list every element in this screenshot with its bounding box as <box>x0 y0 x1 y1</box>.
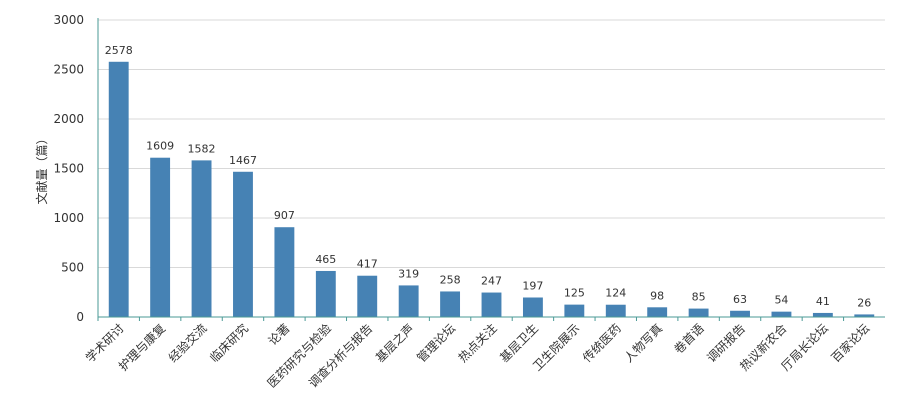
data-label: 98 <box>650 289 664 302</box>
data-label: 465 <box>315 253 336 266</box>
bar-13 <box>605 304 626 317</box>
y-tick-label: 2500 <box>53 63 84 77</box>
x-tick-label: 卷首语 <box>671 321 707 357</box>
data-label: 26 <box>857 296 871 309</box>
bar-19 <box>854 314 875 317</box>
y-tick-label: 2000 <box>53 112 84 126</box>
x-tick-label: 临床研究 <box>207 321 252 366</box>
x-tick-label: 经验交流 <box>165 321 210 366</box>
data-label: 907 <box>274 209 295 222</box>
y-axis-title: 文献量（篇） <box>34 132 49 204</box>
bars <box>108 61 875 317</box>
bar-7 <box>357 275 378 317</box>
bar-1 <box>108 61 129 317</box>
bar-14 <box>647 307 668 317</box>
bar-16 <box>730 310 750 317</box>
data-label: 2578 <box>105 44 133 57</box>
x-tick-label: 管理论坛 <box>414 321 459 366</box>
bar-12 <box>564 304 585 317</box>
data-label: 85 <box>692 291 706 304</box>
bar-6 <box>315 270 336 317</box>
y-tick-label: 1000 <box>53 211 84 225</box>
data-label: 258 <box>440 273 461 286</box>
y-tick-label: 0 <box>76 310 84 324</box>
x-tick-label: 热点关注 <box>455 321 500 366</box>
data-label: 1582 <box>188 142 216 155</box>
data-label: 63 <box>733 293 747 306</box>
data-label: 197 <box>522 279 543 292</box>
y-axis-ticks: 0 500 1000 1500 2000 2500 3000 <box>53 13 84 324</box>
x-tick-label: 基层之声 <box>373 321 417 365</box>
data-label: 41 <box>816 295 830 308</box>
data-label: 1609 <box>146 140 174 153</box>
data-label: 54 <box>774 294 788 307</box>
data-label: 125 <box>564 287 585 300</box>
x-tick-label: 人物写真 <box>621 321 665 365</box>
y-tick-label: 500 <box>61 261 84 275</box>
bar-15 <box>688 308 709 317</box>
bar-8 <box>398 285 419 317</box>
data-labels: 2578 1609 1582 1467 907 465 417 319 258 247 197 125… <box>105 44 872 310</box>
bar-10 <box>481 292 502 317</box>
bar-9 <box>440 291 461 317</box>
data-label: 319 <box>398 267 419 280</box>
data-label: 417 <box>357 258 378 271</box>
bar-18 <box>812 312 833 317</box>
grid-lines <box>98 19 885 268</box>
bar-2 <box>150 157 171 317</box>
data-label: 247 <box>481 275 502 288</box>
x-tick-label: 传统医药 <box>579 321 624 366</box>
bar-5 <box>274 227 295 317</box>
y-tick-label: 3000 <box>53 13 84 27</box>
bar-4 <box>233 171 253 317</box>
data-label: 124 <box>605 287 626 300</box>
y-tick-label: 1500 <box>53 162 84 176</box>
data-label: 1467 <box>229 154 257 167</box>
bar-3 <box>191 160 212 317</box>
x-tick-label: 论著 <box>266 321 293 348</box>
bar-17 <box>771 311 792 317</box>
bar-11 <box>522 297 543 317</box>
x-tick-label: 百家论坛 <box>828 321 873 366</box>
